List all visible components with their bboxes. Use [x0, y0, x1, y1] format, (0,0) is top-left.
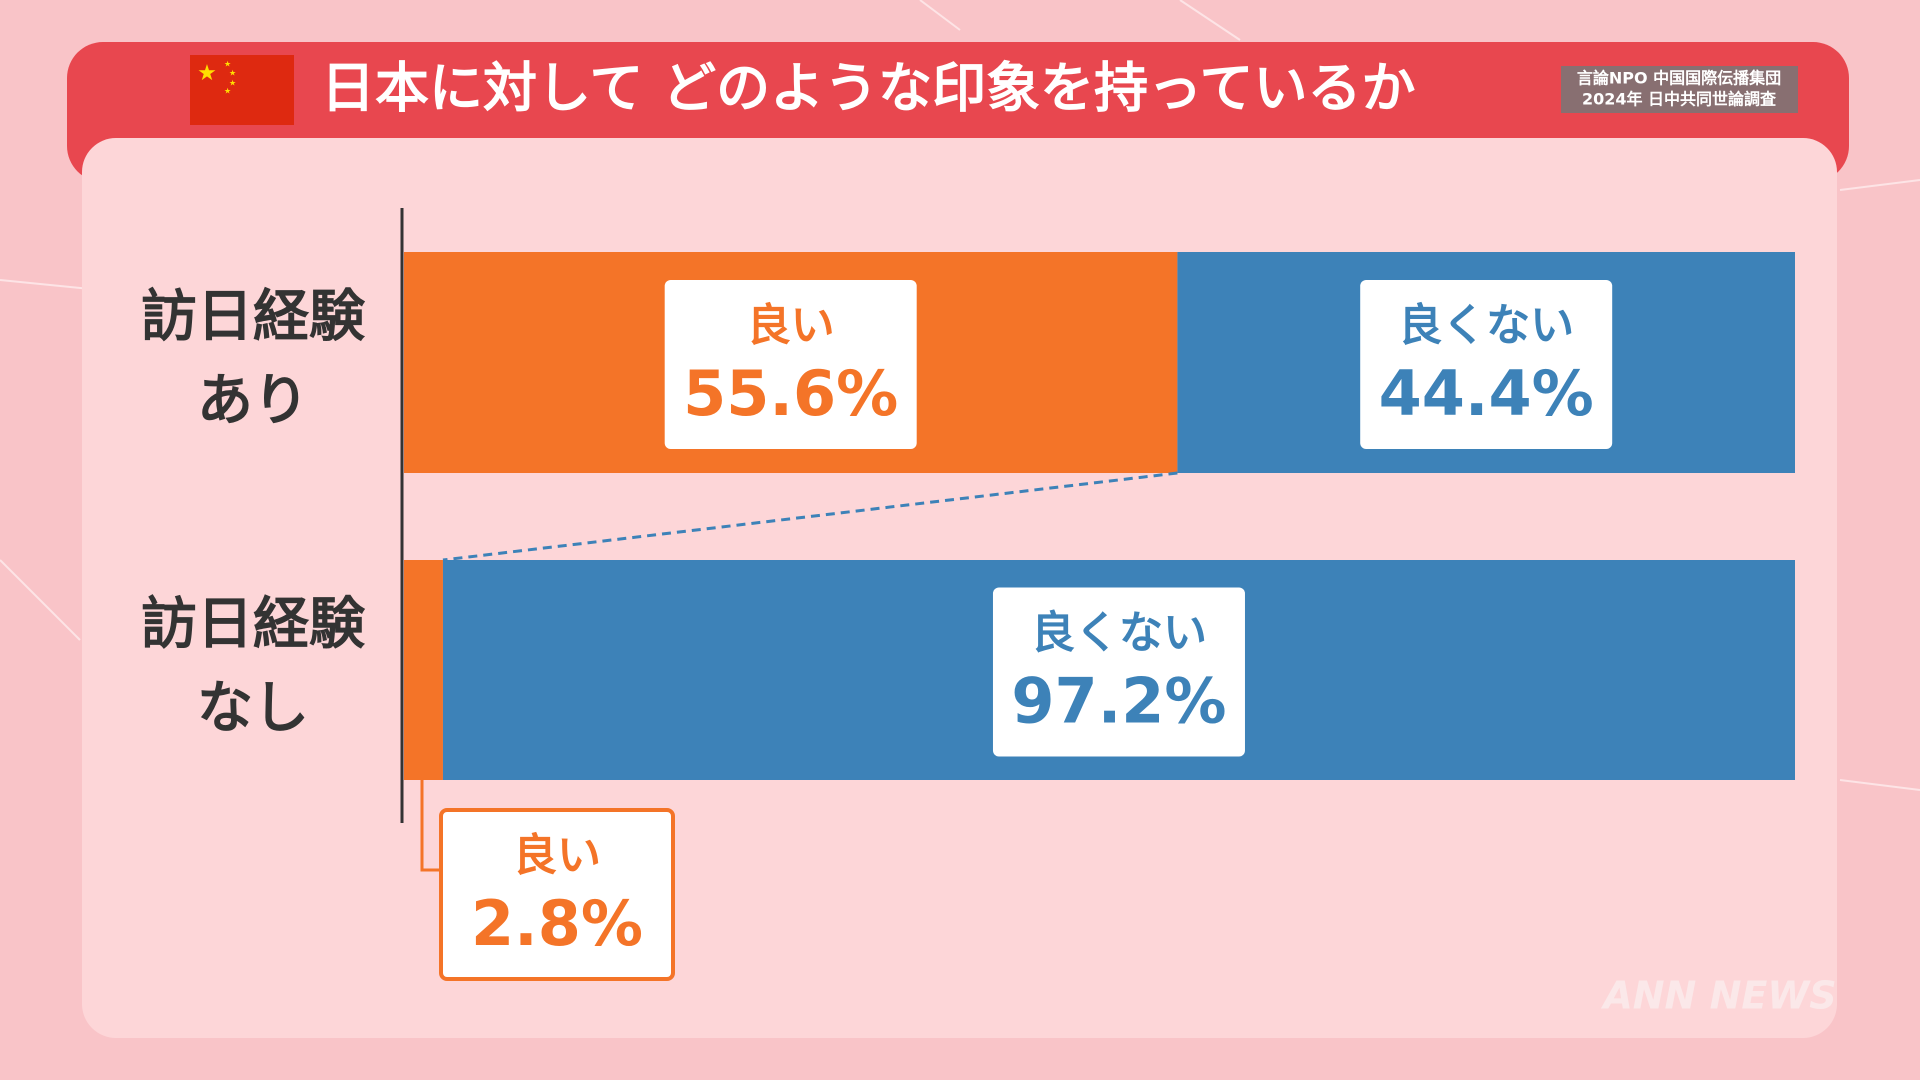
- label-connector: [420, 780, 441, 872]
- value-label: 44.4%: [1379, 357, 1594, 430]
- value-label: 97.2%: [1011, 665, 1226, 738]
- logo: ANN NEWS: [1600, 974, 1836, 1018]
- category-label: 訪日経験: [141, 285, 366, 350]
- label-box: [439, 808, 675, 981]
- legend-label: 良い: [513, 830, 601, 881]
- chart-title: 日本に対して どのような印象を持っているか: [321, 57, 1415, 120]
- category-label: 訪日経験: [141, 592, 366, 657]
- connector-dash: [442, 471, 1178, 562]
- label-box: [992, 587, 1245, 757]
- svg-text:★: ★: [229, 69, 236, 78]
- label-box: [664, 280, 917, 449]
- category-label: あり: [197, 369, 309, 434]
- legend-label: 良くない: [1398, 300, 1574, 351]
- category-label: なし: [197, 676, 309, 741]
- legend-label: 良くない: [1031, 608, 1207, 659]
- source: 言論NPO 中国国際伝播集団: [1577, 69, 1781, 88]
- value-label: 55.6%: [683, 357, 898, 430]
- svg-text:★: ★: [197, 61, 217, 86]
- source: 2024年 日中共同世論調査: [1582, 90, 1776, 109]
- svg-text:★: ★: [224, 87, 231, 96]
- label-box: [1360, 280, 1613, 449]
- value-label: 2.8%: [471, 887, 643, 960]
- svg-text:★: ★: [229, 79, 236, 88]
- flag: ★ ★★ ★★: [190, 55, 294, 125]
- bar-segment: [404, 560, 443, 780]
- svg-text:★: ★: [224, 60, 231, 69]
- legend-label: 良い: [747, 300, 835, 351]
- source-box: [1561, 66, 1798, 113]
